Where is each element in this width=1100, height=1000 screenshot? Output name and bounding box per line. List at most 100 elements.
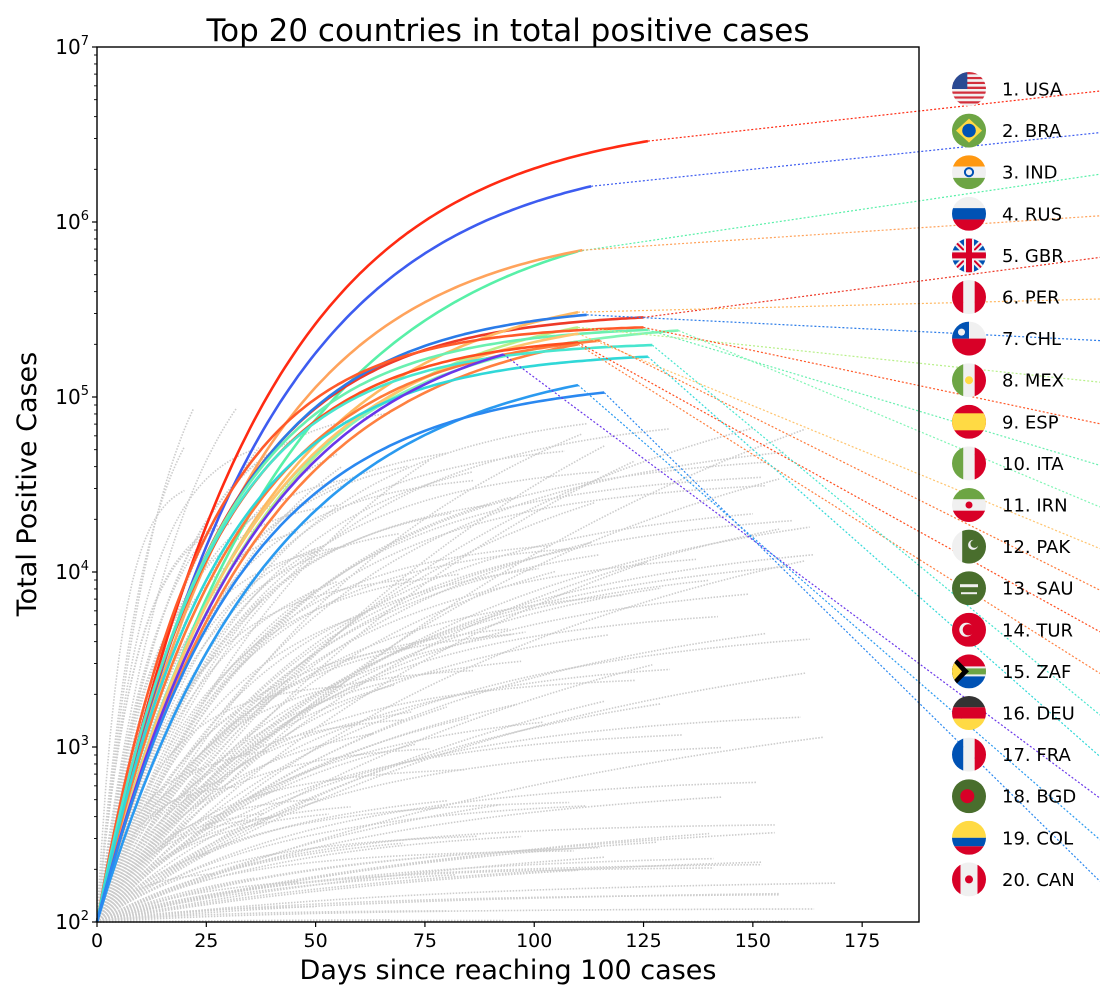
background-line-12 — [96, 842, 404, 923]
x-tick-label: 75 — [413, 930, 437, 952]
connector-mex — [577, 326, 1100, 383]
legend-label: 10. ITA — [1002, 454, 1064, 475]
south-africa-flag — [952, 654, 986, 689]
y-axis-ticks: 102 103 104 105 106 107 — [55, 34, 97, 934]
background-line-27 — [96, 719, 404, 923]
background-line-140 — [96, 886, 264, 923]
legend-label: 7. CHL — [1002, 329, 1061, 350]
background-line-125 — [96, 841, 657, 923]
x-tick-label: 125 — [625, 930, 661, 952]
background-line-107 — [96, 910, 447, 923]
legend-item-per: 6. PER — [952, 280, 1060, 314]
legend-item-esp: 9. ESP — [952, 404, 1059, 439]
background-line-90 — [96, 628, 509, 923]
background-line-123 — [96, 513, 753, 923]
connector-bra — [591, 132, 1100, 187]
background-line-131 — [96, 804, 500, 923]
background-line-37 — [96, 668, 670, 923]
background-line-118 — [96, 501, 596, 923]
y-tick-label: 103 — [55, 734, 89, 759]
background-line-112 — [96, 750, 268, 923]
legend-label: 4. RUS — [1002, 204, 1062, 225]
background-line-130 — [96, 848, 552, 923]
x-tick-label: 25 — [194, 930, 218, 952]
y-axis-label: Total Positive Cases — [12, 352, 43, 617]
canada-flag — [952, 862, 986, 897]
background-line-143 — [96, 489, 185, 923]
background-line-76 — [96, 573, 460, 923]
legend-item-mex: 8. MEX — [952, 363, 1064, 398]
legend-label: 6. PER — [1002, 288, 1060, 309]
background-line-111 — [96, 615, 718, 923]
background-line-102 — [96, 717, 469, 923]
legend-item-bra: 2. BRA — [952, 113, 1062, 148]
series-line-deu — [95, 343, 653, 923]
uk-flag — [952, 238, 986, 273]
background-line-38 — [96, 465, 343, 923]
usa-flag — [952, 72, 986, 106]
background-line-57 — [96, 470, 600, 923]
background-line-114 — [96, 558, 697, 923]
connector-rus — [582, 215, 1100, 251]
connector-gbr — [643, 256, 1100, 318]
russia-flag — [952, 196, 986, 231]
series-line-can — [95, 391, 605, 923]
y-tick-label: 105 — [55, 384, 89, 409]
background-line-65 — [96, 548, 317, 923]
background-line-148 — [96, 531, 299, 923]
background-line-144 — [96, 524, 216, 923]
legend-label: 11. IRN — [1002, 496, 1068, 517]
legend-label: 13. SAU — [1002, 579, 1074, 600]
background-line-127 — [96, 786, 237, 923]
background-line-3 — [96, 533, 399, 923]
series-line-rus — [95, 248, 583, 923]
x-tick-label: 50 — [304, 930, 328, 952]
background-line-8 — [96, 857, 714, 923]
background-line-132 — [96, 872, 216, 923]
background-line-42 — [96, 824, 775, 923]
legend-label: 9. ESP — [1002, 412, 1059, 433]
background-line-14 — [96, 544, 552, 923]
background-line-63 — [96, 734, 683, 923]
background-line-62 — [96, 631, 526, 923]
legend-label: 8. MEX — [1002, 371, 1064, 392]
background-line-136 — [96, 553, 815, 923]
background-line-15 — [96, 780, 224, 923]
turkey-flag — [952, 612, 986, 647]
x-tick-label: 0 — [91, 930, 103, 952]
background-line-135 — [96, 422, 587, 923]
connector-fra — [647, 356, 1100, 758]
background-line-96 — [96, 428, 670, 923]
iran-flag — [952, 488, 986, 522]
plot-frame — [96, 46, 920, 923]
germany-flag — [952, 696, 986, 730]
background-line-89 — [96, 711, 412, 923]
legend-item-zaf: 15. ZAF — [952, 654, 1071, 689]
x-tick-label: 175 — [844, 930, 880, 952]
background-line-138 — [96, 587, 662, 923]
background-line-17 — [96, 892, 780, 923]
legend-item-irn: 11. IRN — [952, 488, 1068, 522]
legend-item-col: 19. COL — [952, 820, 1073, 855]
background-line-70 — [96, 547, 579, 923]
legend-item-ita: 10. ITA — [952, 446, 1064, 481]
background-line-149 — [96, 478, 347, 923]
legend-label: 3. IND — [1002, 163, 1058, 184]
mexico-flag — [952, 363, 986, 398]
background-line-105 — [96, 861, 762, 923]
series-line-fra — [95, 355, 648, 923]
background-line-4 — [96, 567, 539, 923]
series-line-bgd — [95, 353, 504, 923]
france-flag — [952, 737, 986, 772]
background-line-87 — [96, 479, 474, 923]
legend-label: 19. COL — [1002, 828, 1073, 849]
background-line-33 — [96, 461, 767, 923]
series-line-esp — [95, 326, 644, 923]
legend-item-bgd: 18. BGD — [952, 779, 1076, 814]
x-axis-label: Days since reaching 100 cases — [300, 955, 717, 986]
legend-label: 15. ZAF — [1002, 662, 1071, 683]
background-line-104 — [96, 746, 723, 923]
background-line-46 — [96, 664, 653, 923]
background-line-18 — [96, 578, 412, 923]
spain-flag — [952, 404, 986, 439]
